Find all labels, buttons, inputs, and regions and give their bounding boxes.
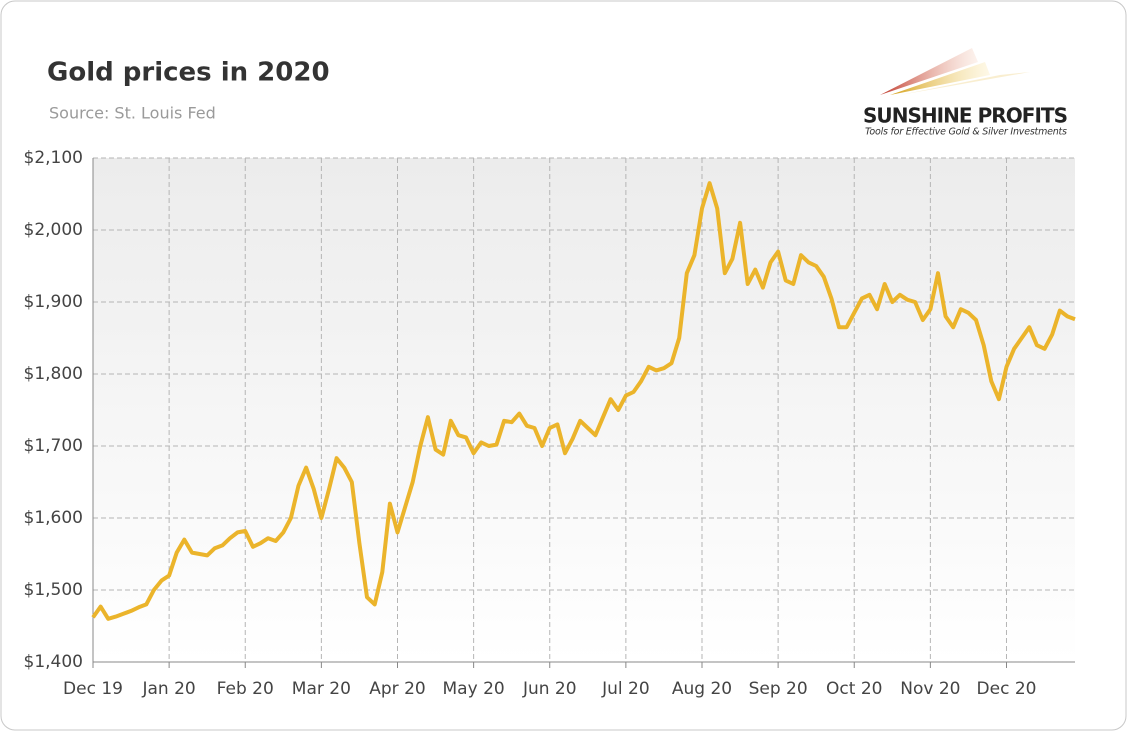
x-tick-label: Sep 20 (749, 679, 808, 699)
y-tick-label: $2,100 (24, 148, 83, 168)
y-tick-label: $2,000 (24, 220, 83, 240)
price-line (91, 181, 1076, 621)
logo-stripe (880, 48, 978, 95)
x-tick-label: Jan 20 (141, 679, 195, 699)
y-tick-label: $1,900 (24, 292, 83, 312)
logo-stripe (890, 62, 990, 95)
x-tick-label: Dec 19 (63, 679, 123, 699)
chart-title: Gold prices in 2020 (47, 58, 330, 88)
y-tick-label: $1,800 (24, 364, 83, 384)
chart-subtitle: Source: St. Louis Fed (49, 104, 216, 123)
x-tick-label: Nov 20 (900, 679, 960, 699)
x-tick-label: Dec 20 (977, 679, 1037, 699)
logo-stripe (900, 72, 1030, 95)
y-tick-label: $1,500 (24, 580, 83, 600)
logo-tagline: Tools for Effective Gold & Silver Invest… (865, 127, 1067, 138)
x-tick-label: May 20 (443, 679, 505, 699)
x-tick-label: Apr 20 (369, 679, 425, 699)
logo: SUNSHINE PROFITS Tools for Effective Gol… (863, 48, 1068, 138)
x-tick-label: Mar 20 (292, 679, 351, 699)
x-tick-label: Feb 20 (217, 679, 274, 699)
y-tick-label: $1,700 (24, 436, 83, 456)
y-tick-label: $1,400 (24, 652, 83, 672)
y-tick-label: $1,600 (24, 508, 83, 528)
plot-area (93, 158, 1075, 662)
x-tick-label: Oct 20 (826, 679, 882, 699)
x-tick-label: Jun 20 (522, 679, 577, 699)
x-tick-label: Aug 20 (672, 679, 732, 699)
logo-name: SUNSHINE PROFITS (863, 104, 1068, 128)
x-tick-label: Jul 20 (601, 679, 650, 699)
